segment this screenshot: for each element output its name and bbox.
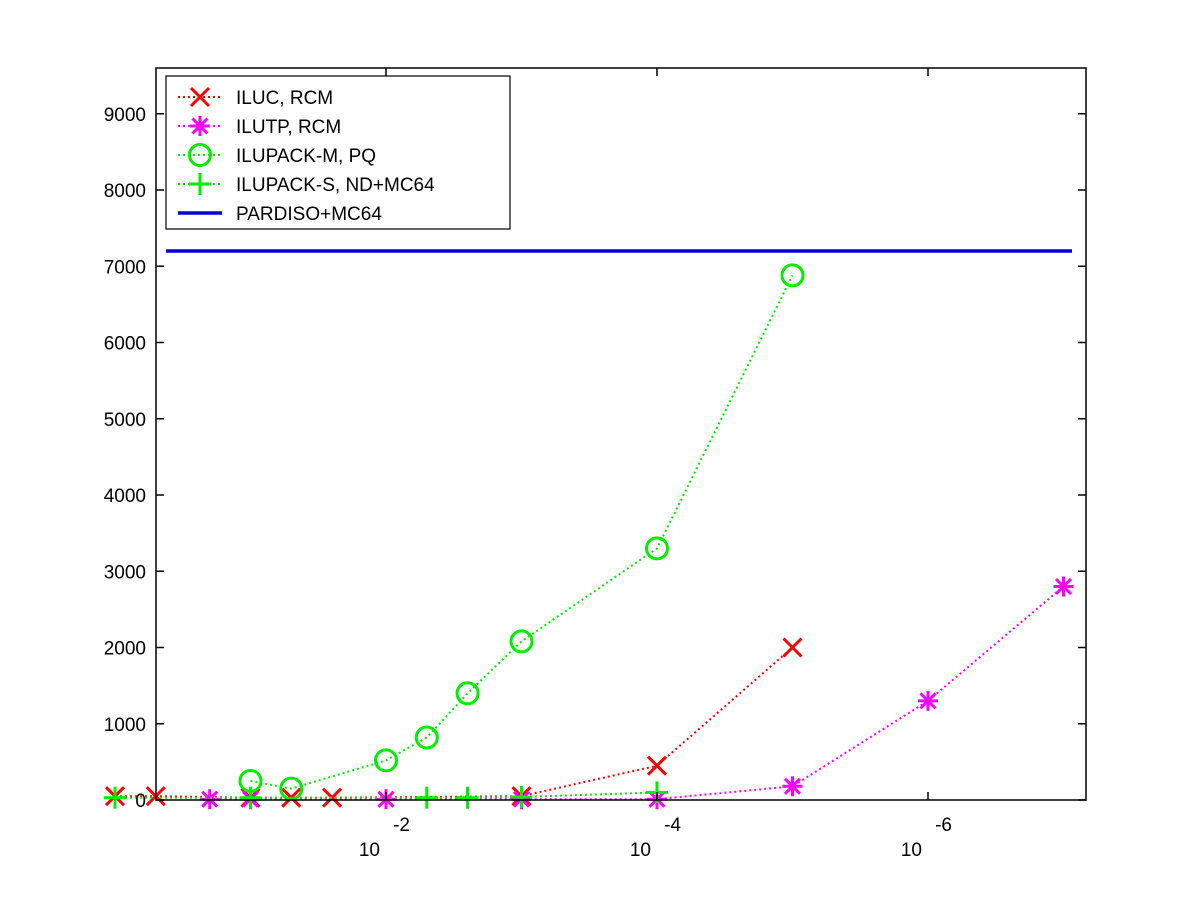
legend: ILUC, RCM ILUTP, RCM ILUPACK-M, PQ ILUPACK-… [165,75,511,230]
data-point-ilupack-m-pq-7 [780,263,805,288]
legend-marker-iluc-rcm [189,86,211,108]
x-tick-label-base: 10 [901,840,922,861]
series-line-ilutp-rcm [209,585,1065,801]
plot-frame [155,67,1087,801]
x-tick-label-base: 10 [630,840,651,861]
data-point-ilupack-m-pq-1 [279,776,304,801]
y-tick-label: 6000 [104,334,146,355]
y-tick-label: 0 [135,791,146,812]
data-point-ilupack-m-pq-4 [455,681,480,706]
legend-box [165,75,511,230]
y-tick-label: 1000 [104,715,146,736]
data-point-ilupack-s-nd-mc64-2 [415,786,438,809]
legend-label: PARDISO+MC64 [236,204,382,225]
legend-item-ilupack-s-nd-mc64: ILUPACK-S, ND+MC64 [178,173,435,196]
y-tick-label: 5000 [104,410,146,431]
legend-label: ILUTP, RCM [236,117,341,138]
legend-label: ILUPACK-S, ND+MC64 [236,175,435,196]
legend-item-pardiso-mc64: PARDISO+MC64 [178,204,382,225]
data-point-ilutp-rcm-0 [199,789,220,810]
legend-label: ILUPACK-M, PQ [236,146,376,167]
data-point-ilupack-m-pq-5 [509,629,534,654]
legend-item-ilutp-rcm: ILUTP, RCM [178,116,341,138]
legend-label: ILUC, RCM [236,88,333,109]
x-tick-label-exponent: -2 [393,815,410,836]
data-point-ilupack-s-nd-mc64-1 [239,786,262,809]
y-tick-label: 7000 [104,257,146,278]
legend-item-iluc-rcm: ILUC, RCM [178,86,333,109]
y-tick-label: 9000 [104,105,146,126]
data-point-iluc-rcm-7 [782,637,803,658]
legend-marker-ilupack-m-pq [188,143,212,167]
data-point-iluc-rcm-4 [322,787,343,808]
y-tick-label: 8000 [104,181,146,202]
x-tick-label-exponent: -6 [935,815,952,836]
y-tick-label: 3000 [104,562,146,583]
x-tick-label-base: 10 [359,840,380,861]
legend-marker-ilutp-rcm [190,116,210,136]
data-point-ilupack-m-pq-3 [414,725,439,750]
data-point-ilutp-rcm-6 [918,690,938,711]
legend-item-ilupack-m-pq: ILUPACK-M, PQ [178,143,376,167]
data-point-ilupack-s-nd-mc64-0 [104,786,126,809]
data-point-ilupack-m-pq-6 [645,536,669,561]
y-tick-label: 2000 [104,639,146,660]
data-point-ilupack-s-nd-mc64-4 [510,785,533,808]
data-point-ilupack-s-nd-mc64-3 [456,786,479,809]
legend-marker-ilupack-s-nd-mc64 [189,173,211,195]
series-ilupack-m-pq [238,263,805,801]
y-tick-label: 4000 [104,486,146,507]
data-point-iluc-rcm-6 [646,755,668,776]
axis-layer: 010002000300040005000600070008000900010-… [104,68,1086,861]
data-point-ilupack-m-pq-2 [374,748,398,773]
x-tick-label-exponent: -4 [664,815,681,836]
data-point-ilutp-rcm-7 [1053,576,1074,597]
data-point-ilutp-rcm-5 [782,776,803,797]
